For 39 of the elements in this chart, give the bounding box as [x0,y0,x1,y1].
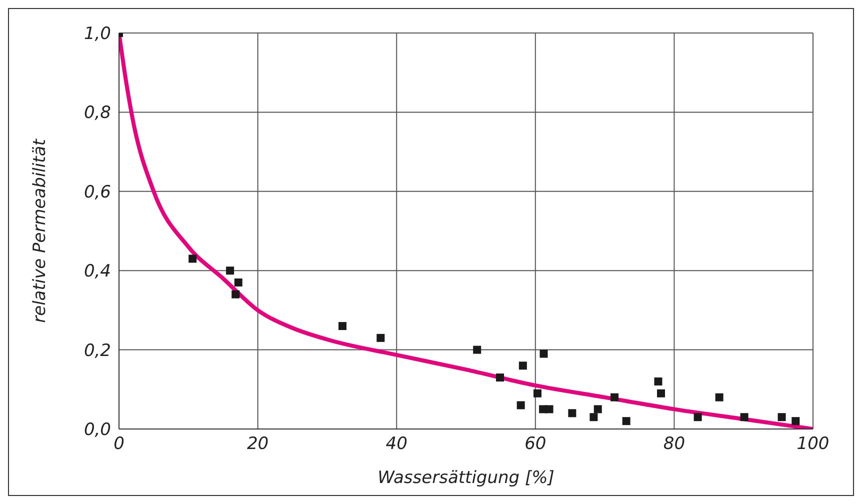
point [376,334,385,342]
point [496,374,504,382]
point [516,401,525,410]
point [338,322,346,330]
point [234,278,242,286]
point [540,350,548,358]
x-tick-label: 100 [796,434,830,454]
point [610,393,619,402]
point [715,393,724,402]
point [594,405,602,414]
point [188,254,197,263]
y-tick-label: 0,6 [84,182,112,202]
point [654,377,662,386]
point [226,266,234,275]
y-tick-label: 1,0 [84,24,111,44]
point [232,290,240,298]
y-tick-label: 0,0 [84,420,111,440]
x-tick-label: 40 [386,434,408,454]
x-axis-title: Wassersättigung [%] [378,468,554,488]
point [533,389,542,398]
y-tick-label: 0,8 [84,103,112,124]
point [622,417,630,426]
x-tick-label: 0 [114,434,124,454]
point [473,346,482,354]
point [590,413,598,422]
point [740,413,748,422]
point [657,389,666,398]
x-tick-label: 80 [663,434,686,454]
point [694,413,702,422]
point [792,417,800,426]
y-axis-title: relative Permeabilität [30,138,50,323]
y-tick-label: 0,4 [84,262,111,282]
point [518,362,527,370]
x-tick-label: 20 [246,434,269,454]
point [568,409,576,418]
point [545,405,554,414]
x-tick-label: 60 [524,434,546,454]
y-tick-label: 0,2 [84,340,111,361]
point [778,413,786,422]
